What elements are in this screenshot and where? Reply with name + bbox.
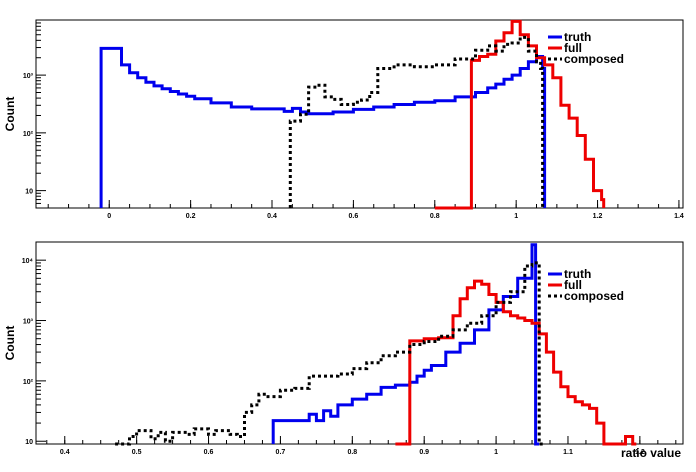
x-tick-label: 0.6 — [204, 449, 214, 456]
x-tick-label: 0.8 — [430, 213, 440, 220]
series-full-line — [434, 19, 606, 210]
x-tick-label: 1.1 — [563, 449, 573, 456]
plot-frame-1 — [35, 241, 684, 445]
legend-label-composed: composed — [564, 52, 624, 66]
legend-label-full: full — [564, 278, 582, 292]
x-tick-label: 1.2 — [635, 449, 645, 456]
x-tick-label: 0.2 — [186, 213, 196, 220]
y-tick-label: 10 — [25, 439, 33, 446]
x-tick-label: 1.2 — [593, 213, 603, 220]
legend-label-truth: truth — [564, 30, 591, 44]
x-tick-label: 0.5 — [132, 449, 142, 456]
x-tick-label: 1.4 — [674, 213, 684, 220]
series-truth-line — [99, 46, 547, 208]
legend-label-full: full — [564, 41, 582, 55]
x-tick-label: 0.4 — [267, 213, 277, 220]
y-tick-label: 10 — [25, 189, 33, 196]
y-tick-label: 10² — [23, 131, 34, 138]
x-tick-label: 0.9 — [419, 449, 429, 456]
legend-label-truth: truth — [564, 267, 591, 281]
plot-frame-0 — [35, 19, 684, 209]
x-tick-label: 1 — [494, 449, 498, 456]
legend-label-composed: composed — [564, 289, 624, 303]
x-tick-label: 0.4 — [60, 449, 70, 456]
series-composed-line — [288, 35, 545, 208]
y-tick-label: 10³ — [23, 73, 34, 80]
x-tick-label: 0.6 — [349, 213, 359, 220]
x-axis-label: ratio value — [621, 446, 681, 460]
x-tick-label: 0 — [107, 213, 111, 220]
series-truth-line — [271, 243, 540, 446]
x-tick-label: 0.8 — [347, 449, 357, 456]
y-tick-label: 10⁴ — [22, 258, 34, 265]
x-tick-label: 0.7 — [276, 449, 286, 456]
x-tick-label: 1 — [514, 213, 518, 220]
y-tick-label: 10² — [23, 379, 34, 386]
y-tick-label: 10³ — [23, 319, 34, 326]
y-axis-label: Count — [3, 97, 17, 132]
series-full-line — [395, 279, 637, 446]
series-composed-line — [115, 261, 543, 446]
y-axis-label: Count — [3, 326, 17, 361]
